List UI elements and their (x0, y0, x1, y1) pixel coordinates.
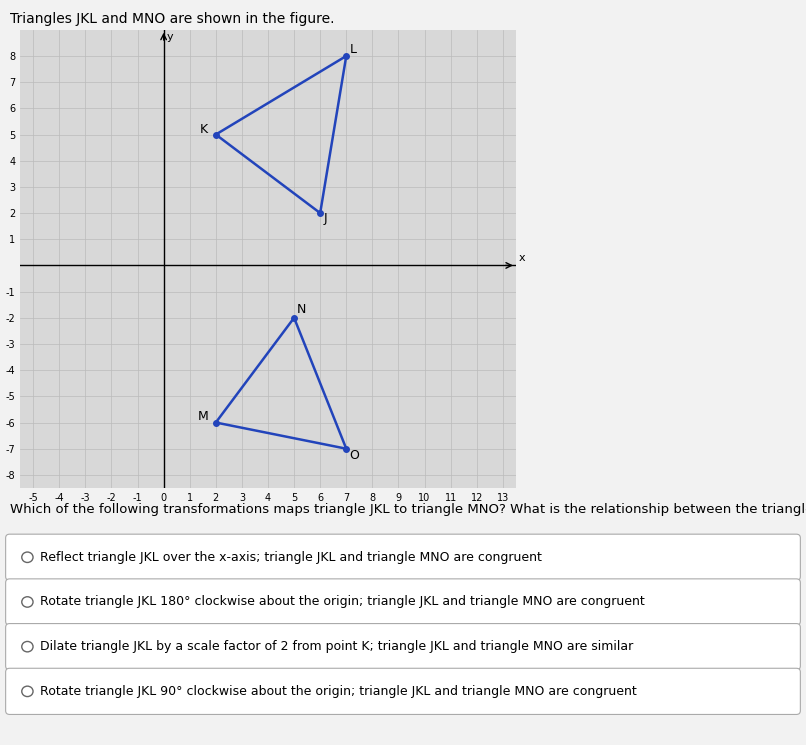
Text: Which of the following transformations maps triangle JKL to triangle MNO? What i: Which of the following transformations m… (10, 503, 806, 516)
Text: Rotate triangle JKL 90° clockwise about the origin; triangle JKL and triangle MN: Rotate triangle JKL 90° clockwise about … (40, 685, 637, 698)
Text: Triangles JKL and MNO are shown in the figure.: Triangles JKL and MNO are shown in the f… (10, 12, 334, 26)
Text: y: y (166, 33, 172, 42)
Text: L: L (350, 43, 357, 57)
Text: M: M (197, 410, 208, 423)
Text: N: N (297, 302, 306, 316)
Text: K: K (200, 123, 208, 136)
Text: Reflect triangle JKL over the x-axis; triangle JKL and triangle MNO are congruen: Reflect triangle JKL over the x-axis; tr… (40, 551, 542, 564)
Text: J: J (324, 212, 328, 225)
Text: O: O (349, 449, 359, 462)
Text: x: x (518, 253, 525, 263)
Text: Dilate triangle JKL by a scale factor of 2 from point K; triangle JKL and triang: Dilate triangle JKL by a scale factor of… (40, 640, 634, 653)
Text: Rotate triangle JKL 180° clockwise about the origin; triangle JKL and triangle M: Rotate triangle JKL 180° clockwise about… (40, 595, 645, 609)
